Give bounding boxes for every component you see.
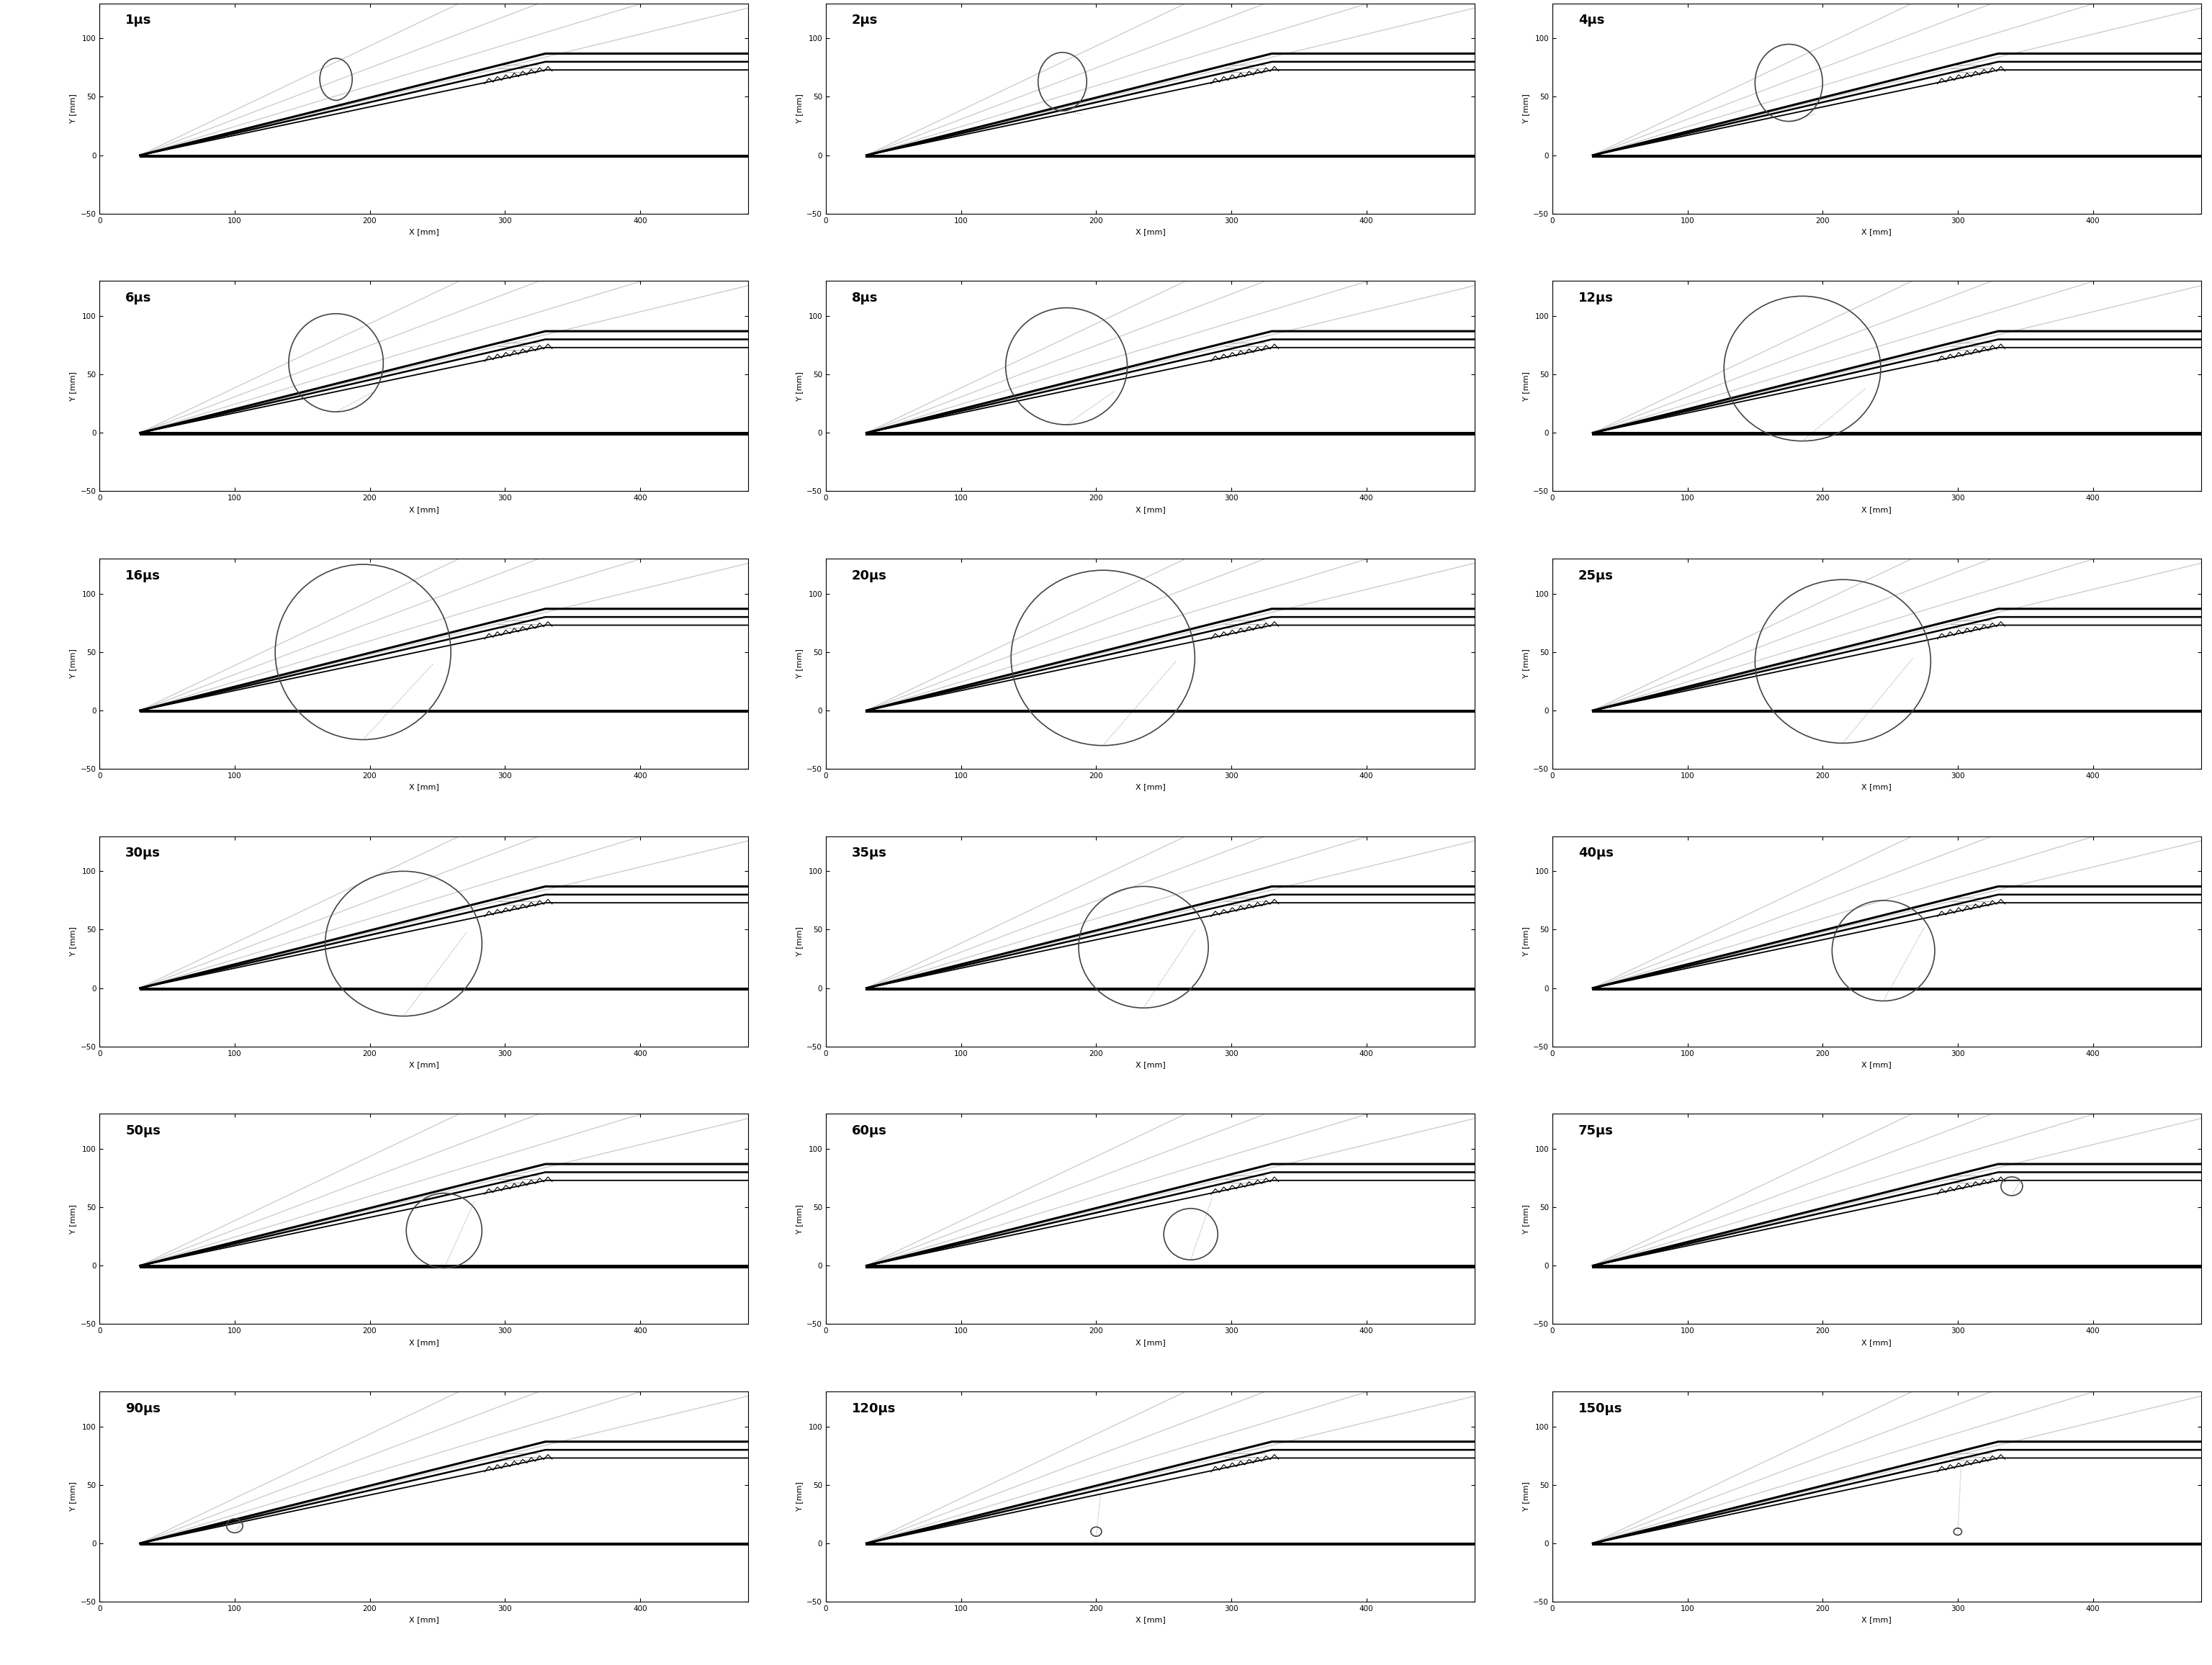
Y-axis label: Y [mm]: Y [mm] <box>1522 649 1528 678</box>
Text: 60μs: 60μs <box>852 1124 887 1137</box>
X-axis label: X [mm]: X [mm] <box>1135 1061 1166 1069</box>
X-axis label: X [mm]: X [mm] <box>1863 1339 1891 1345</box>
X-axis label: X [mm]: X [mm] <box>1135 1617 1166 1623</box>
Text: 150μs: 150μs <box>1579 1402 1621 1415</box>
X-axis label: X [mm]: X [mm] <box>1863 1617 1891 1623</box>
X-axis label: X [mm]: X [mm] <box>1863 784 1891 791</box>
Y-axis label: Y [mm]: Y [mm] <box>69 1204 75 1234</box>
Y-axis label: Y [mm]: Y [mm] <box>1522 371 1528 401</box>
Text: 4μs: 4μs <box>1579 13 1604 27</box>
X-axis label: X [mm]: X [mm] <box>409 1061 438 1069</box>
X-axis label: X [mm]: X [mm] <box>409 506 438 513</box>
X-axis label: X [mm]: X [mm] <box>1135 506 1166 513</box>
Y-axis label: Y [mm]: Y [mm] <box>796 649 803 678</box>
Y-axis label: Y [mm]: Y [mm] <box>69 371 75 401</box>
Y-axis label: Y [mm]: Y [mm] <box>796 1204 803 1234</box>
X-axis label: X [mm]: X [mm] <box>409 1617 438 1623</box>
Text: 25μs: 25μs <box>1579 569 1613 583</box>
Text: 1μs: 1μs <box>126 13 153 27</box>
Y-axis label: Y [mm]: Y [mm] <box>69 649 75 678</box>
Y-axis label: Y [mm]: Y [mm] <box>796 371 803 401</box>
Y-axis label: Y [mm]: Y [mm] <box>69 93 75 123</box>
Y-axis label: Y [mm]: Y [mm] <box>796 927 803 956</box>
Y-axis label: Y [mm]: Y [mm] <box>796 1482 803 1512</box>
Y-axis label: Y [mm]: Y [mm] <box>1522 93 1528 123</box>
Y-axis label: Y [mm]: Y [mm] <box>1522 1482 1528 1512</box>
Text: 75μs: 75μs <box>1579 1124 1613 1137</box>
Text: 20μs: 20μs <box>852 569 887 583</box>
Text: 12μs: 12μs <box>1579 291 1613 305</box>
X-axis label: X [mm]: X [mm] <box>1863 1061 1891 1069</box>
Text: 2μs: 2μs <box>852 13 878 27</box>
Text: 90μs: 90μs <box>126 1402 161 1415</box>
Text: 120μs: 120μs <box>852 1402 896 1415</box>
Text: 30μs: 30μs <box>126 847 161 859</box>
Y-axis label: Y [mm]: Y [mm] <box>69 1482 75 1512</box>
Y-axis label: Y [mm]: Y [mm] <box>1522 927 1528 956</box>
Y-axis label: Y [mm]: Y [mm] <box>796 93 803 123</box>
Text: 50μs: 50μs <box>126 1124 161 1137</box>
Text: 8μs: 8μs <box>852 291 878 305</box>
X-axis label: X [mm]: X [mm] <box>1863 506 1891 513</box>
X-axis label: X [mm]: X [mm] <box>409 784 438 791</box>
X-axis label: X [mm]: X [mm] <box>1863 228 1891 235</box>
X-axis label: X [mm]: X [mm] <box>1135 228 1166 235</box>
Y-axis label: Y [mm]: Y [mm] <box>1522 1204 1528 1234</box>
X-axis label: X [mm]: X [mm] <box>1135 1339 1166 1345</box>
Text: 40μs: 40μs <box>1579 847 1613 859</box>
Text: 6μs: 6μs <box>126 291 153 305</box>
X-axis label: X [mm]: X [mm] <box>409 228 438 235</box>
Y-axis label: Y [mm]: Y [mm] <box>69 927 75 956</box>
X-axis label: X [mm]: X [mm] <box>1135 784 1166 791</box>
Text: 35μs: 35μs <box>852 847 887 859</box>
Text: 16μs: 16μs <box>126 569 161 583</box>
X-axis label: X [mm]: X [mm] <box>409 1339 438 1345</box>
